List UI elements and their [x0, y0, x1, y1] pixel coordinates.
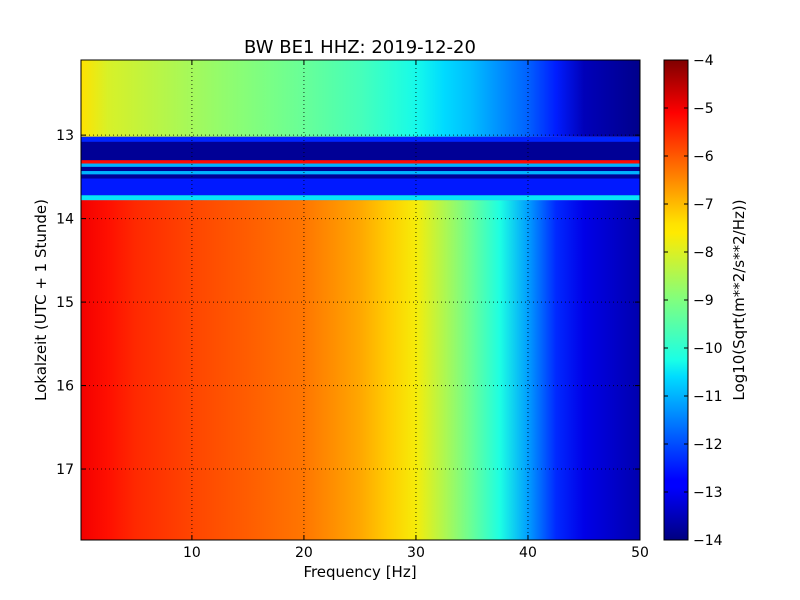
- colorbar-tick-label: −6: [693, 149, 714, 165]
- spectrogram-event-band: [81, 160, 640, 164]
- grid-lines: [81, 60, 640, 540]
- colorbar-tick-label: −12: [693, 437, 723, 453]
- x-tick-label: 20: [295, 545, 313, 561]
- chart-title: BW BE1 HHZ: 2019-12-20: [244, 37, 476, 58]
- colorbar-tick-label: −11: [693, 389, 723, 405]
- colorbar-tick-label: −9: [693, 293, 714, 309]
- y-tick-label: 14: [56, 212, 74, 228]
- colorbar-label: Log10(Sqrt(m**2/s**2/Hz)): [730, 199, 748, 400]
- y-axis-ticks: 13 14 15 16 17: [56, 128, 640, 478]
- spectrogram-event-band: [81, 163, 640, 167]
- colorbar-tick-label: −5: [693, 101, 714, 117]
- spectrogram-band: [81, 200, 640, 540]
- x-tick-label: 30: [407, 545, 425, 561]
- spectrogram-band: [81, 60, 640, 137]
- x-axis-label: Frequency [Hz]: [303, 563, 416, 581]
- y-tick-label: 15: [56, 295, 74, 311]
- colorbar-tick-label: −7: [693, 197, 714, 213]
- y-axis-label: Lokalzeit (UTC + 1 Stunde): [32, 199, 50, 401]
- colorbar-tick-label: −13: [693, 485, 723, 501]
- colorbar-tick-label: −8: [693, 245, 714, 261]
- x-axis-ticks: 10 20 30 40 50: [183, 60, 649, 561]
- colorbar-tick-label: −4: [693, 53, 714, 69]
- colorbar-tick-label: −14: [693, 533, 723, 549]
- x-tick-label: 10: [183, 545, 201, 561]
- spectrogram-event-band: [81, 178, 640, 196]
- y-tick-label: 13: [56, 128, 74, 144]
- spectrogram-event-band: [81, 171, 640, 175]
- spectrogram-event-band: [81, 195, 640, 201]
- colorbar-ticks: −4 −5 −6 −7 −8 −9 −10 −11 −12 −13 −14: [664, 53, 723, 549]
- y-tick-label: 17: [56, 462, 74, 478]
- spectrogram-heatmap: [81, 60, 640, 540]
- y-tick-label: 16: [56, 379, 74, 395]
- plot-frame: [80, 59, 641, 541]
- x-tick-label: 50: [631, 545, 649, 561]
- x-tick-label: 40: [519, 545, 537, 561]
- colorbar-tick-label: −10: [693, 341, 723, 357]
- spectrogram-event-band: [81, 136, 640, 142]
